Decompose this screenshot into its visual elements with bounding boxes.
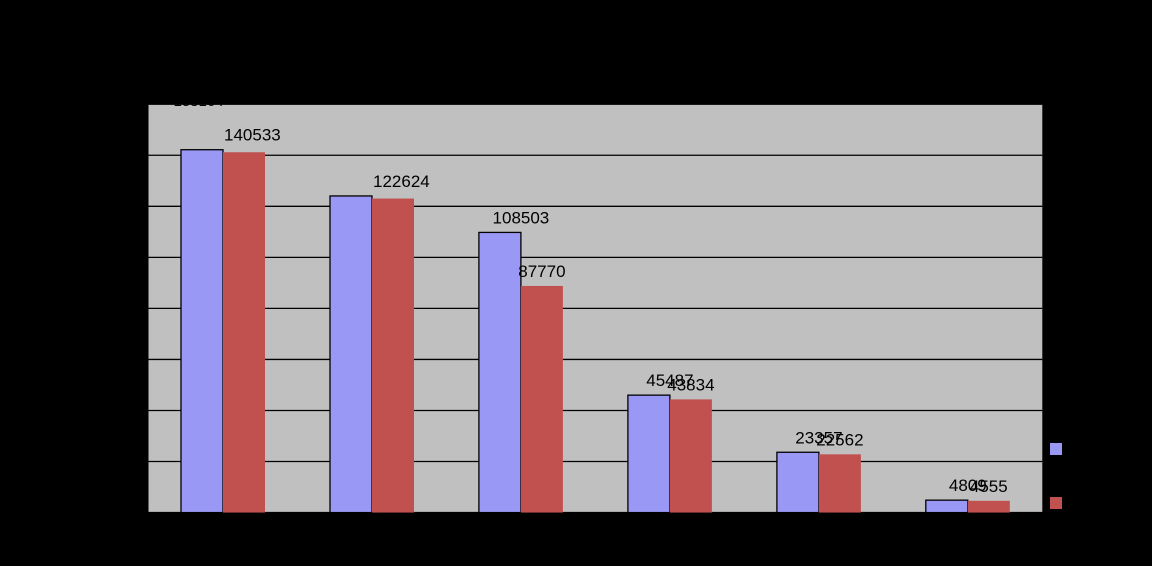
svg-text:140533: 140533 xyxy=(224,126,281,145)
svg-text:158164: 158164 xyxy=(174,93,224,110)
svg-text:22562: 22562 xyxy=(816,430,863,449)
svg-text:108503: 108503 xyxy=(493,208,550,227)
svg-text:43834: 43834 xyxy=(667,375,714,394)
svg-text:4555: 4555 xyxy=(970,477,1008,496)
svg-text:87770: 87770 xyxy=(518,262,565,281)
svg-text:122624: 122624 xyxy=(373,172,430,191)
